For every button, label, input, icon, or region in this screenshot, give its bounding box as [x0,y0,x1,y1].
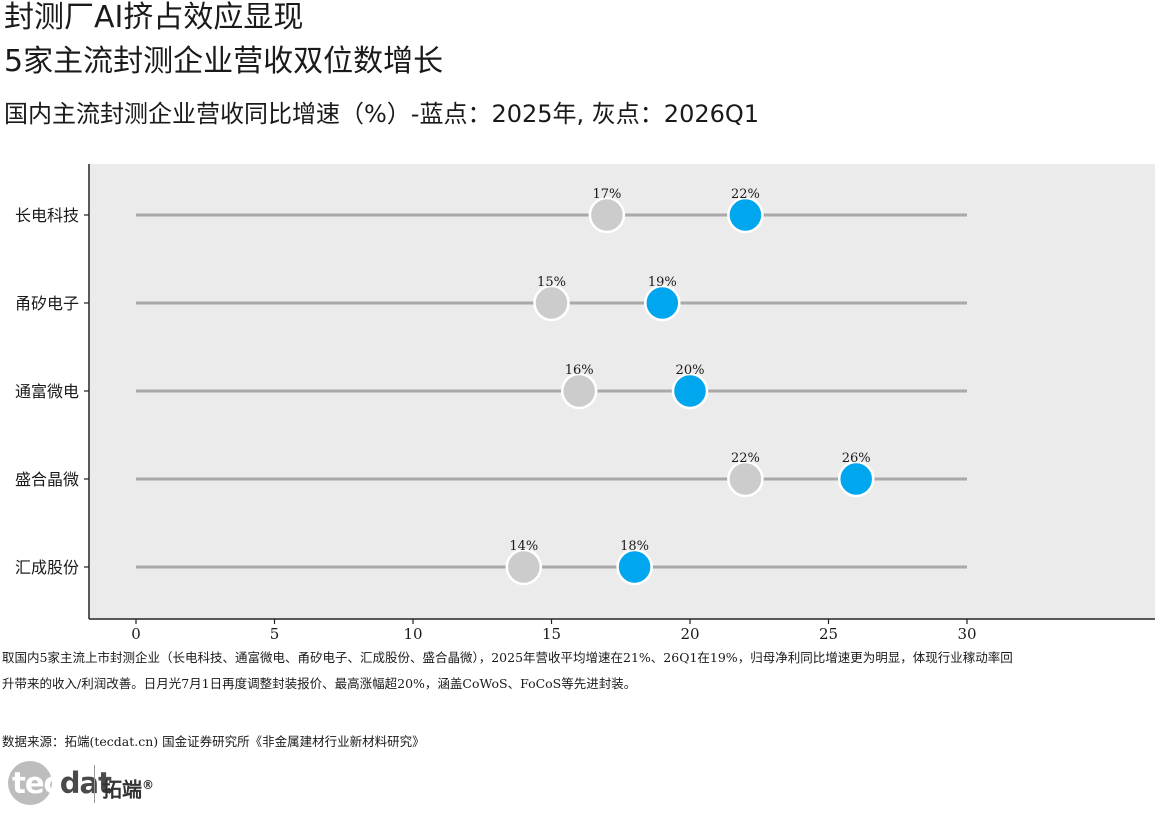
footnote-line2: 升带来的收入/利润改善。日月光7月1日再度调整封装报价、最高涨幅超20%，涵盖C… [2,676,637,691]
y-tick-label: 盛合晶微 [15,470,79,489]
x-tick-label: 25 [819,625,838,643]
data-label: 22% [731,187,760,202]
data-source: 数据来源：拓端(tecdat.cn) 国金证券研究所《非金属建材行业新材料研究》 [2,734,425,749]
x-tick-label: 15 [542,625,561,643]
dumbbell-chart: 17% 22% 15% 19% 16% 20% 22% 26% 14% 18% 长电科技甬矽电子通… [15,164,1155,643]
dot-2026q1 [505,548,543,586]
chart-title-line2: 5家主流封测企业营收双位数增长 [4,44,444,79]
dot-2026q1 [727,460,764,498]
dot-2026q1 [533,284,570,322]
x-tick-label: 10 [403,625,422,643]
x-tick-label: 30 [957,625,976,643]
data-label: 18% [620,539,649,554]
y-tick-label: 汇成股份 [15,558,79,577]
logo-wordmark: tecdat [12,766,112,800]
dot-2025 [671,372,709,410]
data-label: 19% [648,275,677,290]
dot-2025 [644,284,681,322]
y-tick-label: 长电科技 [15,206,79,225]
data-label: 20% [676,363,705,378]
data-label: 26% [842,451,871,466]
dot-2025 [837,460,875,498]
y-tick-label: 甬矽电子 [15,294,79,313]
logo-divider [94,765,95,803]
x-tick-label: 5 [270,625,280,643]
y-tick-label: 通富微电 [15,382,79,401]
data-label: 15% [537,275,566,290]
logo-circle [8,761,52,805]
x-tick-label: 20 [680,625,699,643]
dot-2026q1 [588,196,626,234]
data-label: 14% [509,539,538,554]
footnote-line1: 取国内5家主流上市封测企业（长电科技、通富微电、甬矽电子、汇成股份、盛合晶微），… [2,650,1013,665]
dot-2026q1 [560,372,598,410]
data-label: 16% [565,363,594,378]
data-label: 17% [592,187,621,202]
tecdat-logo: tecdat 拓端® [6,757,176,811]
logo-chinese-name: 拓端® [102,777,154,802]
x-tick-label: 0 [131,625,141,643]
data-label: 22% [731,451,760,466]
chart-title-line1: 封测厂AI挤占效应显现 [4,0,304,35]
dot-2025 [616,548,653,586]
dot-2025 [727,196,764,234]
chart-subtitle: 国内主流封测企业营收同比增速（%）-蓝点：2025年, 灰点：2026Q1 [4,100,760,128]
